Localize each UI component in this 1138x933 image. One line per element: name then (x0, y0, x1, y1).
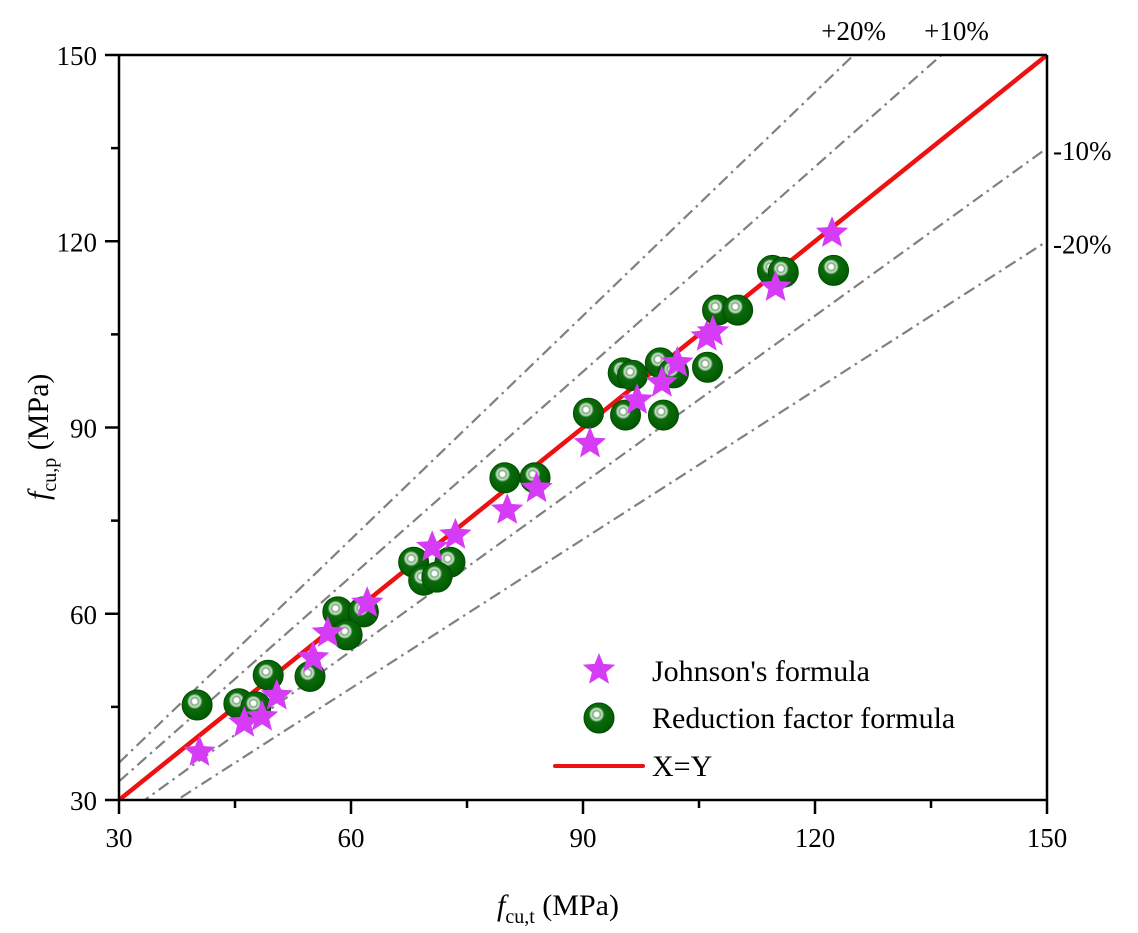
data-point-reduction (722, 294, 754, 326)
y-tick-label: 30 (70, 786, 97, 816)
data-point-johnson (621, 383, 654, 414)
reference-line-minus10pct (142, 147, 1047, 800)
legend: Johnson's formula Reduction factor formu… (553, 653, 955, 783)
data-point-reduction (692, 351, 724, 383)
reference-line-plus20pct (119, 55, 856, 764)
legend-label-johnson: Johnson's formula (652, 655, 870, 688)
reduction-factor-series (181, 254, 850, 723)
data-point-johnson (645, 365, 678, 397)
data-point-reduction (421, 561, 453, 593)
data-point-reduction (818, 254, 850, 286)
band-label-minus20pct: -20% (1053, 229, 1111, 259)
legend-item-johnson: Johnson's formula (582, 653, 870, 688)
data-point-johnson (183, 735, 216, 766)
data-point-johnson (573, 426, 607, 458)
reference-line-minus20pct (174, 240, 1047, 800)
x-tick-label: 30 (106, 823, 133, 853)
data-point-johnson (311, 616, 344, 647)
data-point-johnson (520, 471, 553, 503)
x-axis-sub: cu,t (505, 906, 535, 928)
data-point-reduction (647, 399, 679, 431)
data-point-reduction (181, 689, 213, 721)
legend-label-reduction: Reduction factor formula (652, 702, 955, 735)
tick-labels: 30 60 90 120 150 30 60 90 120 150 (57, 41, 1068, 853)
data-point-johnson (696, 314, 730, 346)
data-point-johnson (416, 530, 449, 562)
x-tick-label: 90 (570, 823, 597, 853)
band-label-minus10pct: -10% (1053, 136, 1111, 166)
band-labels: +20% +10% -10% -20% (821, 16, 1111, 259)
y-tick-label: 150 (57, 41, 98, 71)
data-point-johnson (815, 216, 849, 247)
x-tick-label: 120 (795, 823, 836, 853)
data-point-johnson (491, 493, 524, 524)
reference-line-plus10pct (119, 55, 944, 783)
legend-star-marker (582, 653, 616, 684)
data-point-johnson (296, 640, 330, 672)
data-point-johnson (759, 270, 792, 301)
y-tick-label: 60 (70, 600, 97, 630)
data-point-johnson (439, 517, 472, 549)
data-point-johnson (245, 699, 279, 731)
data-point-reduction (489, 462, 521, 494)
johnson-series (183, 216, 849, 766)
x-axis-unit: (MPa) (535, 889, 619, 922)
x-axis-title: fcu,t (MPa) (497, 889, 619, 928)
x-tick-label: 150 (1027, 823, 1068, 853)
data-point-johnson (260, 678, 293, 710)
data-point-reduction (572, 397, 604, 429)
legend-label-xy: X=Y (652, 750, 712, 783)
data-point-reduction (616, 359, 648, 391)
data-point-johnson (661, 345, 694, 377)
legend-sphere-marker (583, 702, 615, 734)
data-point-johnson (228, 706, 261, 737)
legend-item-xy: X=Y (553, 750, 712, 783)
tick-marks (105, 53, 1049, 814)
band-label-plus10pct: +10% (924, 16, 989, 46)
reference-lines (119, 55, 1047, 800)
y-axis-unit: (MPa) (22, 374, 55, 458)
data-point-johnson (351, 586, 384, 617)
band-label-plus20pct: +20% (821, 16, 886, 46)
y-axis-sub: cu,p (39, 458, 61, 492)
y-tick-label: 120 (57, 227, 98, 257)
legend-item-reduction: Reduction factor formula (583, 702, 955, 735)
x-tick-label: 60 (338, 823, 365, 853)
y-tick-label: 90 (70, 414, 97, 444)
y-axis-title: fcu,p (MPa) (22, 374, 61, 500)
